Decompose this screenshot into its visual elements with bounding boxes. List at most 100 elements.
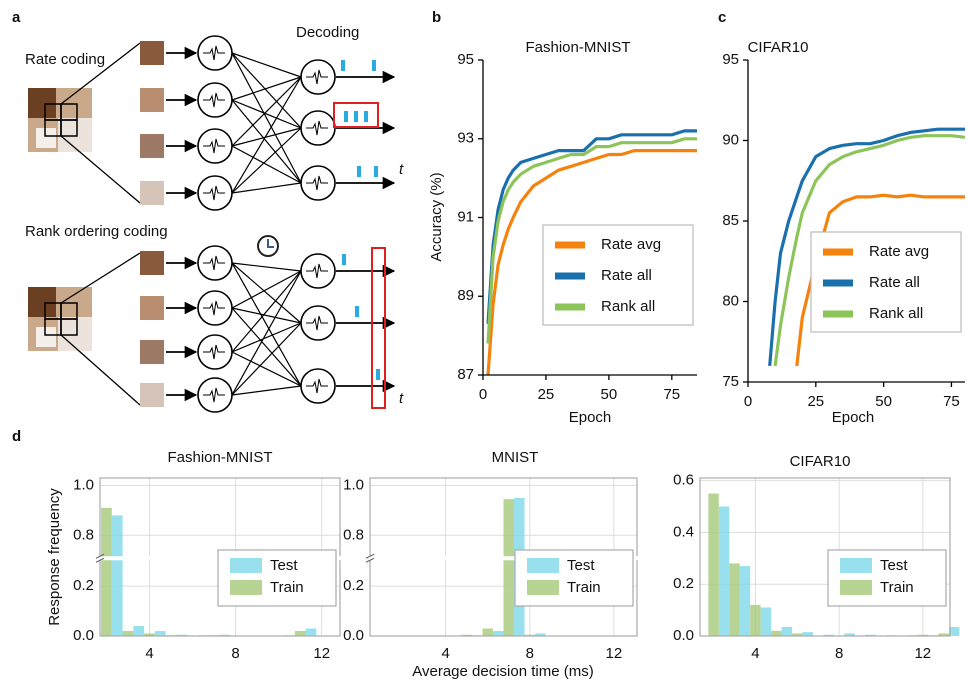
- y-tick-label: 85: [722, 212, 739, 229]
- x-tick-label: 25: [807, 393, 824, 410]
- legend-swatch: [840, 580, 872, 595]
- histogram-bar: [948, 626, 960, 636]
- input-patch: [140, 41, 164, 65]
- histogram-bar: [176, 634, 188, 636]
- patch-link: [60, 334, 141, 406]
- histogram-bar: [524, 634, 536, 636]
- x-tick-label: 75: [663, 386, 680, 403]
- x-tick-label: 25: [538, 386, 555, 403]
- panel-label: a: [12, 9, 21, 26]
- neuron-glyph: [203, 344, 225, 360]
- series-line: [773, 134, 965, 367]
- legend-label: Test: [270, 557, 298, 574]
- neuron-glyph: [306, 120, 328, 136]
- synapse: [231, 307, 302, 387]
- legend-label: Rank all: [601, 298, 655, 315]
- chart-title: Fashion-MNIST: [525, 39, 630, 56]
- input-patch: [140, 296, 164, 320]
- spike: [374, 166, 378, 177]
- histogram-bar: [111, 515, 123, 636]
- neuron-glyph: [203, 92, 225, 108]
- x-axis-label: Average decision time (ms): [412, 663, 593, 680]
- axis-break-mark: [95, 557, 105, 563]
- input-patch: [140, 134, 164, 158]
- y-tick-label: 91: [457, 208, 474, 225]
- panel-label: b: [432, 9, 441, 26]
- synapse: [231, 145, 302, 184]
- panel-label: c: [718, 9, 726, 26]
- input-patch: [140, 181, 164, 205]
- series-line: [486, 129, 697, 324]
- spike: [355, 306, 359, 317]
- synapse: [231, 76, 302, 194]
- histogram-bar: [750, 604, 761, 636]
- synapse: [231, 52, 302, 184]
- synapse: [231, 385, 302, 396]
- histogram-bar: [144, 633, 155, 636]
- spike: [364, 111, 368, 122]
- synapse: [231, 270, 302, 309]
- x-tick-label: 12: [313, 645, 330, 662]
- histogram-bar: [708, 493, 719, 636]
- synapse: [231, 307, 302, 324]
- legend-label: Rank all: [869, 305, 923, 322]
- input-patch: [140, 88, 164, 112]
- histogram-bar: [305, 628, 317, 636]
- input-image-patch: [58, 118, 92, 152]
- x-tick-label: 50: [875, 393, 892, 410]
- y-tick-label: 0.8: [343, 526, 364, 543]
- spike: [376, 369, 380, 380]
- neuron-glyph: [306, 315, 328, 331]
- time-label: t: [399, 390, 404, 407]
- y-tick-label: 90: [722, 131, 739, 148]
- synapse: [231, 262, 302, 387]
- x-tick-label: 4: [145, 645, 153, 662]
- neuron-glyph: [203, 387, 225, 403]
- patch-grid: [60, 119, 78, 137]
- legend-box: [827, 549, 947, 607]
- histogram-bar: [101, 507, 112, 636]
- histogram-bar: [492, 631, 504, 636]
- legend-label: Train: [270, 579, 304, 596]
- histogram-bar: [823, 634, 834, 636]
- synapse: [231, 99, 302, 184]
- y-tick-label: 0.0: [73, 627, 94, 644]
- y-tick-label: 80: [722, 292, 739, 309]
- neuron-glyph: [306, 263, 328, 279]
- panel-label: d: [12, 428, 21, 445]
- patch-link: [60, 252, 141, 304]
- spike: [354, 111, 358, 122]
- synapse: [231, 182, 302, 194]
- histogram-bar: [482, 628, 493, 636]
- axis-break-mark: [365, 557, 375, 563]
- input-patch: [140, 340, 164, 364]
- legend-swatch: [527, 558, 559, 573]
- histogram-bar: [792, 633, 803, 636]
- x-tick-label: 8: [231, 645, 239, 662]
- y-tick-label: 0.2: [73, 577, 94, 594]
- diagram-title: Rate coding: [25, 51, 105, 68]
- legend-label: Train: [880, 579, 914, 596]
- histogram-bar: [294, 631, 306, 636]
- legend-swatch: [230, 558, 262, 573]
- y-axis-label: Accuracy (%): [428, 172, 445, 261]
- histogram-bar: [718, 506, 730, 636]
- input-image-patch: [36, 128, 56, 148]
- synapse: [231, 52, 302, 78]
- x-tick-label: 0: [479, 386, 487, 403]
- synapse: [231, 127, 302, 194]
- synapse: [231, 270, 302, 396]
- y-tick-label: 0.2: [343, 577, 364, 594]
- synapse: [231, 127, 302, 147]
- synapse: [231, 262, 302, 324]
- histogram-bar: [535, 633, 546, 636]
- y-axis-label: Response frequency: [46, 488, 63, 626]
- chart-title: MNIST: [492, 449, 539, 466]
- histogram-bar: [739, 566, 751, 636]
- decoding-label: Decoding: [296, 24, 359, 41]
- input-image-patch: [28, 287, 56, 317]
- x-tick-label: 4: [442, 645, 450, 662]
- legend-swatch: [840, 558, 872, 573]
- spike: [344, 111, 348, 122]
